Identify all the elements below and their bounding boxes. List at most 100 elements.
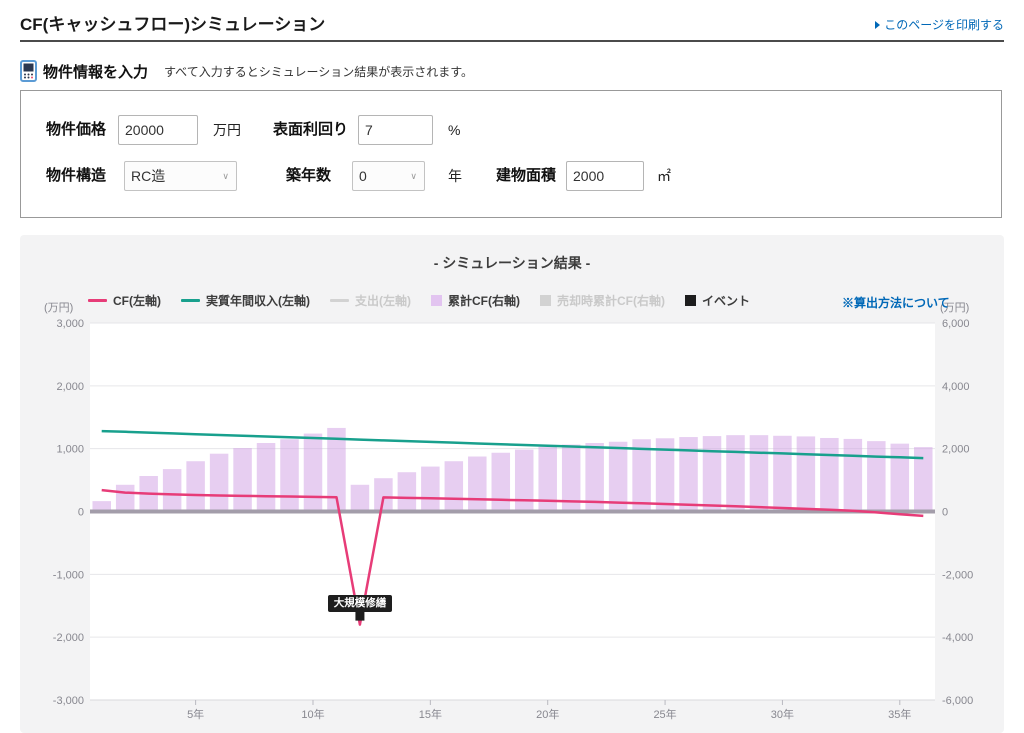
legend-line-swatch: [330, 299, 349, 302]
bar-cumulative-cf: [374, 478, 393, 512]
bar-cumulative-cf: [92, 501, 111, 512]
left-axis-tick-label: 1,000: [56, 444, 84, 456]
age-select[interactable]: 0 ∨: [352, 161, 425, 191]
area-input[interactable]: [566, 161, 644, 191]
bar-cumulative-cf: [820, 437, 839, 512]
legend-label: 実質年間収入(左軸): [206, 294, 310, 308]
event-tooltip: 大規模修繕: [328, 595, 392, 616]
price-unit: 万円: [213, 122, 241, 138]
right-axis-tick-label: 2,000: [942, 444, 970, 456]
yield-label: 表面利回り: [273, 121, 349, 138]
chart-title: - シミュレーション結果 -: [433, 255, 591, 271]
bar-cumulative-cf: [585, 443, 604, 512]
structure-select-value: RC造: [131, 168, 166, 184]
structure-select[interactable]: RC造 ∨: [124, 161, 237, 191]
area-label: 建物面積: [496, 167, 557, 184]
yield-unit: %: [448, 122, 461, 138]
print-page-label: このページを印刷する: [884, 18, 1004, 32]
bar-cumulative-cf: [421, 466, 440, 512]
price-label: 物件価格: [46, 121, 107, 138]
legend-square-swatch: [431, 295, 442, 306]
bar-cumulative-cf: [679, 437, 698, 512]
bar-cumulative-cf: [303, 433, 323, 512]
building-icon: [20, 60, 37, 82]
legend-item[interactable]: イベント: [685, 292, 750, 309]
cf-line: [101, 488, 924, 626]
x-axis-tick-label: 15年: [419, 707, 442, 721]
bar-cumulative-cf: [843, 438, 863, 512]
bar-cumulative-cf: [233, 448, 252, 512]
bar-cumulative-cf: [655, 438, 675, 512]
age-unit: 年: [448, 168, 462, 184]
event-tooltip-label: 大規模修繕: [333, 597, 387, 609]
bar-cumulative-cf: [632, 439, 651, 512]
yield-input[interactable]: [358, 115, 433, 145]
legend-square-swatch: [540, 295, 551, 306]
bar-cumulative-cf: [561, 444, 581, 512]
bar-cumulative-cf: [280, 439, 299, 512]
section-note: すべて入力するとシミュレーション結果が表示されます。: [164, 64, 474, 79]
bar-cumulative-cf: [749, 435, 769, 512]
left-axis-tick-label: 2,000: [56, 381, 84, 393]
age-select-value: 0: [359, 168, 367, 184]
right-axis-tick-label: 6,000: [942, 318, 970, 330]
left-axis-tick-label: 3,000: [56, 318, 84, 330]
legend-label: CF(左軸): [113, 294, 161, 308]
property-info-form: 物件価格 万円 表面利回り % 物件構造 RC造 ∨ 築年数 0 ∨ 年 建物面…: [20, 90, 1002, 218]
left-axis-tick-label: -3,000: [53, 695, 84, 707]
bar-cumulative-cf: [608, 441, 628, 512]
bar-cumulative-cf: [890, 443, 910, 512]
right-axis-tick-label: 4,000: [942, 381, 970, 393]
bar-cumulative-cf: [327, 427, 346, 512]
bar-cumulative-cf: [350, 484, 370, 512]
bar-cumulative-cf: [162, 469, 182, 512]
legend-line-swatch: [88, 299, 107, 302]
property-info-heading: 物件情報を入力 すべて入力するとシミュレーション結果が表示されます。: [20, 59, 473, 83]
left-axis-tick-label: -2,000: [53, 632, 84, 644]
bar-cumulative-cf: [397, 472, 417, 512]
calculation-method-link[interactable]: ※算出方法について: [842, 296, 950, 310]
area-unit: ㎡: [657, 168, 671, 184]
legend-square-swatch: [685, 295, 696, 306]
age-label: 築年数: [286, 167, 332, 184]
bar-cumulative-cf: [914, 447, 933, 512]
legend-item[interactable]: CF(左軸): [88, 292, 161, 309]
legend-item[interactable]: 実質年間収入(左軸): [181, 292, 310, 309]
right-axis-tick-label: -6,000: [942, 695, 973, 707]
x-axis-tick-label: 10年: [301, 707, 324, 721]
bar-cumulative-cf: [115, 484, 135, 512]
x-axis-tick-label: 25年: [653, 707, 676, 721]
x-axis-tick-label: 20年: [536, 707, 559, 721]
bar-cumulative-cf: [867, 441, 886, 512]
bar-cumulative-cf: [726, 435, 745, 512]
price-input[interactable]: [118, 115, 198, 145]
bar-cumulative-cf: [773, 435, 792, 512]
chevron-down-icon: ∨: [410, 170, 417, 181]
bar-cumulative-cf: [491, 452, 511, 512]
bar-cumulative-cf: [468, 456, 487, 512]
right-axis-tick-label: 0: [942, 507, 948, 519]
chevron-down-icon: ∨: [222, 170, 229, 181]
right-axis-unit: (万円): [940, 302, 970, 314]
legend-item[interactable]: 売却時累計CF(右軸): [540, 292, 665, 309]
bar-cumulative-cf: [514, 449, 534, 512]
legend-label: 累計CF(右軸): [448, 294, 520, 308]
event-marker: [355, 611, 365, 621]
legend-item[interactable]: 累計CF(右軸): [431, 292, 520, 309]
x-axis-tick-label: 30年: [771, 707, 794, 721]
chart-legend: CF(左軸) 実質年間収入(左軸) 支出(左軸) 累計CF(右軸) 売却時累計CF(右軸…: [88, 292, 750, 309]
page-title: CF(キャッシュフロー)シミュレーション: [20, 15, 326, 34]
legend-label: 支出(左軸): [355, 294, 411, 308]
section-title: 物件情報を入力: [43, 63, 149, 81]
triangle-right-icon: [875, 20, 881, 29]
print-page-link[interactable]: このページを印刷する: [875, 16, 1004, 33]
income-line: [101, 429, 924, 460]
left-axis-tick-label: 0: [78, 507, 84, 519]
bar-cumulative-cf: [256, 443, 276, 512]
x-axis-tick-label: 5年: [187, 707, 204, 721]
legend-item[interactable]: 支出(左軸): [330, 292, 411, 309]
left-axis-unit: (万円): [44, 302, 74, 314]
bar-cumulative-cf: [796, 436, 816, 512]
legend-line-swatch: [181, 299, 200, 302]
bar-cumulative-cf: [444, 461, 464, 512]
